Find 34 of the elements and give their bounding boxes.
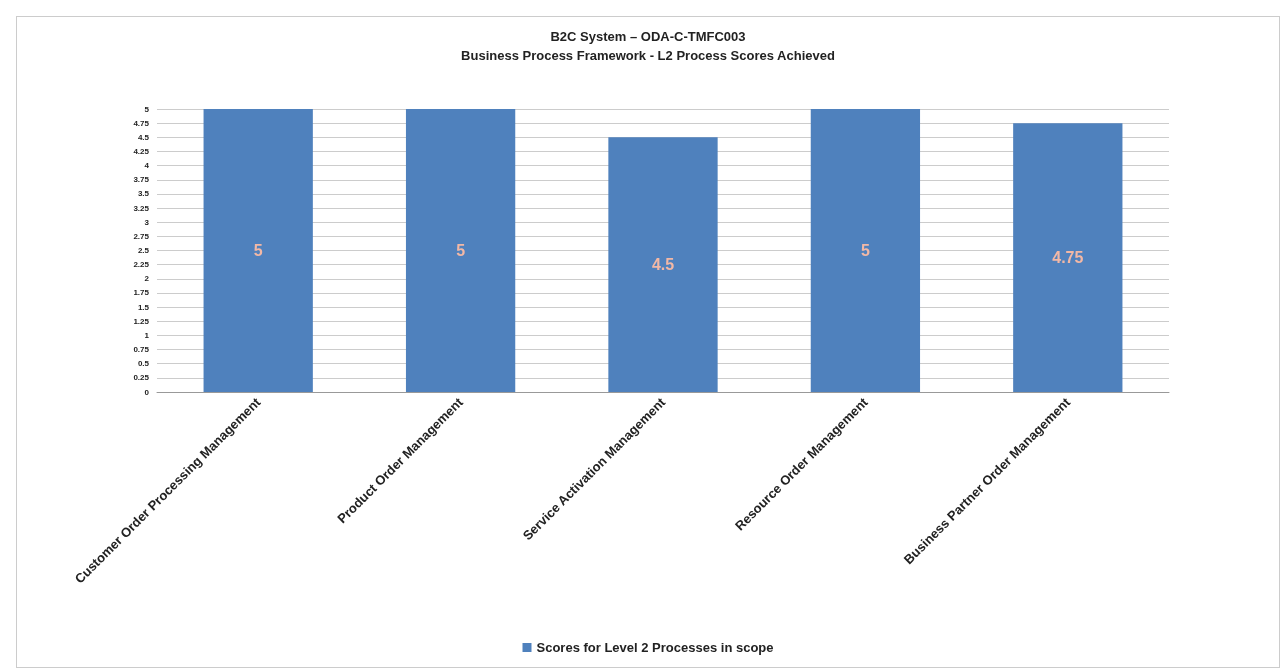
chart-title: B2C System – ODA-C-TMFC003 [550, 29, 746, 44]
y-tick-label: 3.25 [133, 203, 150, 213]
y-tick-label: 4 [144, 161, 150, 171]
y-tick-label: 2 [144, 274, 150, 284]
bar [405, 109, 516, 392]
y-tick-label: 3 [144, 217, 150, 227]
y-tick-label: 0 [144, 387, 150, 397]
data-label: 4.5 [651, 256, 675, 274]
y-tick-label: 4.75 [133, 118, 150, 128]
legend-label: Scores for Level 2 Processes in scope [536, 640, 774, 655]
y-tick-label: 2.25 [133, 260, 150, 270]
bar [1013, 123, 1123, 392]
y-tick-label: 0.5 [137, 359, 150, 369]
data-label: 5 [860, 242, 870, 259]
y-tick-label: 4.25 [133, 146, 150, 156]
y-tick-label: 1.5 [137, 302, 150, 312]
data-label: 5 [253, 242, 263, 259]
y-tick-label: 4.5 [137, 132, 150, 142]
y-tick-label: 3.5 [137, 189, 150, 199]
bar [810, 109, 921, 392]
y-tick-label: 2.75 [133, 231, 150, 241]
y-tick-label: 0.25 [133, 373, 150, 383]
data-label: 4.75 [1052, 249, 1084, 267]
chart-subtitle: Business Process Framework - L2 Process Scores Achieved [461, 48, 835, 63]
y-tick-label: 1.75 [133, 288, 150, 298]
y-tick-label: 1 [144, 330, 150, 340]
y-tick-label: 3.75 [133, 175, 150, 185]
y-tick-label: 2.5 [137, 246, 150, 255]
y-tick-label: 1.25 [133, 316, 150, 326]
y-tick-label: 5 [144, 104, 150, 114]
data-label: 5 [456, 242, 466, 259]
y-tick-label: 0.75 [133, 345, 150, 355]
bar [203, 109, 313, 392]
bar [608, 137, 718, 392]
